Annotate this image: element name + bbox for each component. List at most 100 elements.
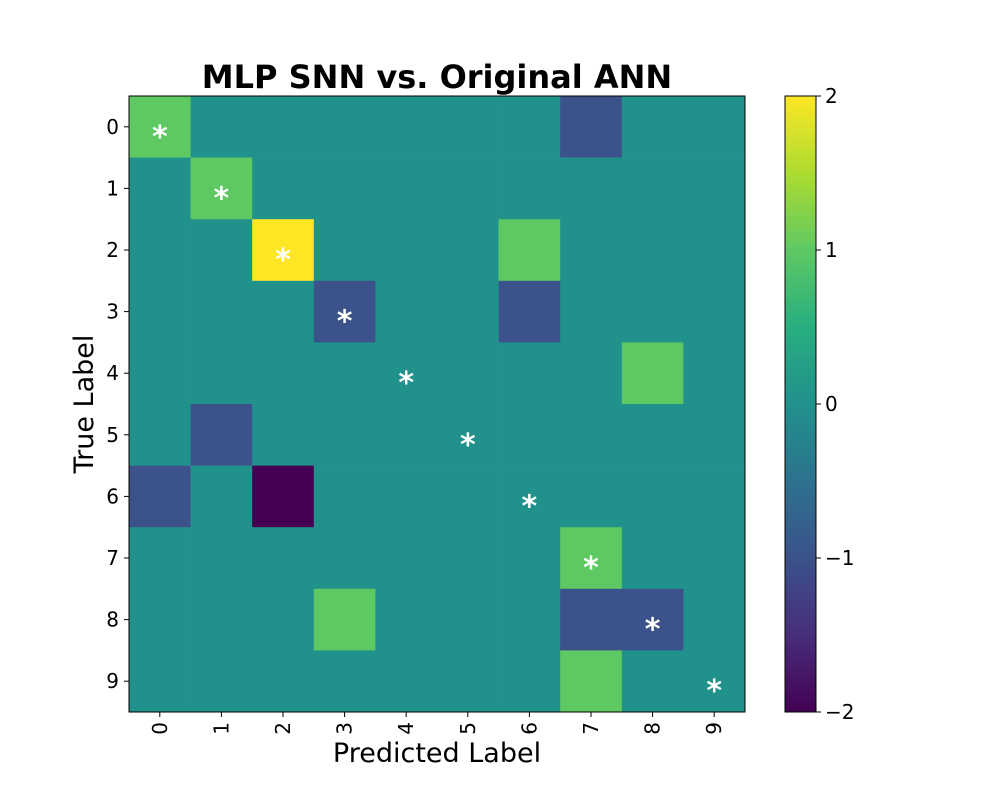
heatmap-cell-9-4 — [375, 650, 438, 713]
heatmap-cell-8-5 — [437, 588, 499, 651]
heatmap-cell-7-0 — [129, 527, 191, 590]
heatmap-cell-6-9 — [683, 465, 746, 528]
heatmap-cell-2-1 — [190, 219, 253, 282]
plot-frame — [128, 95, 746, 713]
diagonal-markers: * * * * * * * * * * — [152, 120, 722, 709]
x-axis-label: Predicted Label — [333, 738, 541, 769]
chart-title: MLP SNN vs. Original ANN — [202, 58, 672, 96]
heatmap-cell-9-1 — [190, 650, 253, 713]
heatmap-cell-2-8 — [621, 219, 684, 282]
colorbar-tick-label-1: 1 — [825, 238, 838, 262]
diagonal-marker-1: * — [214, 181, 230, 216]
colorbar-tick-label-4: −2 — [825, 700, 854, 724]
heatmap-cell-6-5 — [437, 465, 499, 528]
diagonal-marker-5: * — [460, 428, 476, 463]
heatmap-cell-2-7 — [560, 219, 623, 282]
heatmap-cell-1-8 — [621, 157, 684, 220]
heatmap-cell-0-5 — [437, 96, 499, 158]
heatmap-cell-3-3 — [313, 280, 376, 343]
heatmap-cell-9-6 — [498, 650, 561, 713]
heatmap-cell-1-3 — [313, 157, 376, 220]
heatmap-cell-1-7 — [560, 157, 623, 220]
heatmap-cell-2-4 — [375, 219, 438, 282]
heatmap-cell-0-8 — [621, 96, 684, 158]
heatmap-cell-2-3 — [313, 219, 376, 282]
heatmap-cell-3-7 — [560, 280, 623, 343]
x-tick-label-8: 8 — [641, 722, 665, 735]
heatmap-cell-7-3 — [313, 527, 376, 590]
heatmap-cell-9-9 — [683, 650, 746, 713]
diagonal-marker-0: * — [152, 120, 168, 155]
heatmap-cell-6-0 — [129, 465, 191, 528]
heatmap-cell-8-0 — [129, 588, 191, 651]
heatmap-cell-7-6 — [498, 527, 561, 590]
colorbar-tick-label-0: 2 — [825, 84, 838, 108]
y-axis-label: True Label — [69, 335, 100, 475]
heatmap-cell-1-2 — [252, 157, 315, 220]
heatmap-cell-0-9 — [683, 96, 746, 158]
heatmap-cell-5-4 — [375, 404, 438, 466]
heatmap-cell-9-8 — [621, 650, 684, 713]
heatmap-cell-4-0 — [129, 342, 191, 405]
heatmap-cell-5-5 — [437, 404, 499, 466]
heatmap-cell-4-4 — [375, 342, 438, 405]
x-tick-label-7: 7 — [579, 722, 603, 735]
y-tick-label-5: 5 — [106, 423, 119, 447]
heatmap-cell-3-2 — [252, 280, 315, 343]
heatmap-cell-8-7 — [560, 588, 623, 651]
heatmap-cell-0-1 — [190, 96, 253, 158]
x-tick-label-3: 3 — [333, 722, 357, 735]
heatmap-cell-1-9 — [683, 157, 746, 220]
heatmap-cell-4-8 — [621, 342, 684, 405]
heatmap-cell-3-0 — [129, 280, 191, 343]
heatmap-cell-0-6 — [498, 96, 561, 158]
heatmap-cell-4-3 — [313, 342, 376, 405]
heatmap-cell-8-8 — [621, 588, 684, 651]
heatmap-cell-2-5 — [437, 219, 499, 282]
diagonal-marker-4: * — [398, 366, 414, 401]
diagonal-marker-9: * — [706, 674, 722, 709]
heatmap-cell-5-3 — [313, 404, 376, 466]
heatmap-cell-3-5 — [437, 280, 499, 343]
heatmap-cell-6-3 — [313, 465, 376, 528]
y-tick-label-0: 0 — [106, 115, 119, 139]
heatmap-cell-6-2 — [252, 465, 315, 528]
heatmap-cell-8-4 — [375, 588, 438, 651]
heatmap-cell-4-6 — [498, 342, 561, 405]
heatmap-cell-8-1 — [190, 588, 253, 651]
x-tick-label-1: 1 — [209, 722, 233, 735]
diagonal-marker-8: * — [645, 613, 661, 648]
heatmap-grid — [129, 96, 746, 713]
y-tick-label-2: 2 — [106, 238, 119, 262]
heatmap-cell-9-5 — [437, 650, 499, 713]
heatmap-cell-1-4 — [375, 157, 438, 220]
y-tick-label-4: 4 — [106, 361, 119, 385]
colorbar-tick-label-3: −1 — [825, 546, 854, 570]
diagonal-marker-7: * — [583, 551, 599, 586]
y-tick-label-6: 6 — [106, 484, 119, 508]
heatmap-cell-5-2 — [252, 404, 315, 466]
heatmap-cell-2-9 — [683, 219, 746, 282]
colorbar-ticks: 2 1 0 −1 −2 — [816, 84, 854, 724]
heatmap-cell-3-6 — [498, 280, 561, 343]
heatmap-cell-1-6 — [498, 157, 561, 220]
heatmap-cell-0-2 — [252, 96, 315, 158]
y-tick-label-8: 8 — [106, 608, 119, 632]
x-tick-label-0: 0 — [148, 722, 172, 735]
heatmap-cell-9-2 — [252, 650, 315, 713]
heatmap-cell-6-8 — [621, 465, 684, 528]
diagonal-marker-2: * — [275, 243, 291, 278]
heatmap-cell-5-6 — [498, 404, 561, 466]
x-tick-label-4: 4 — [394, 722, 418, 735]
heatmap-cell-4-5 — [437, 342, 499, 405]
x-tick-label-6: 6 — [517, 722, 541, 735]
heatmap-cell-3-9 — [683, 280, 746, 343]
heatmap-cell-5-0 — [129, 404, 191, 466]
heatmap-cell-3-1 — [190, 280, 253, 343]
heatmap-cell-2-6 — [498, 219, 561, 282]
x-tick-label-2: 2 — [271, 722, 295, 735]
heatmap-cell-0-3 — [313, 96, 376, 158]
heatmap-cell-1-1 — [190, 157, 253, 220]
colorbar-tick-label-2: 0 — [825, 392, 838, 416]
